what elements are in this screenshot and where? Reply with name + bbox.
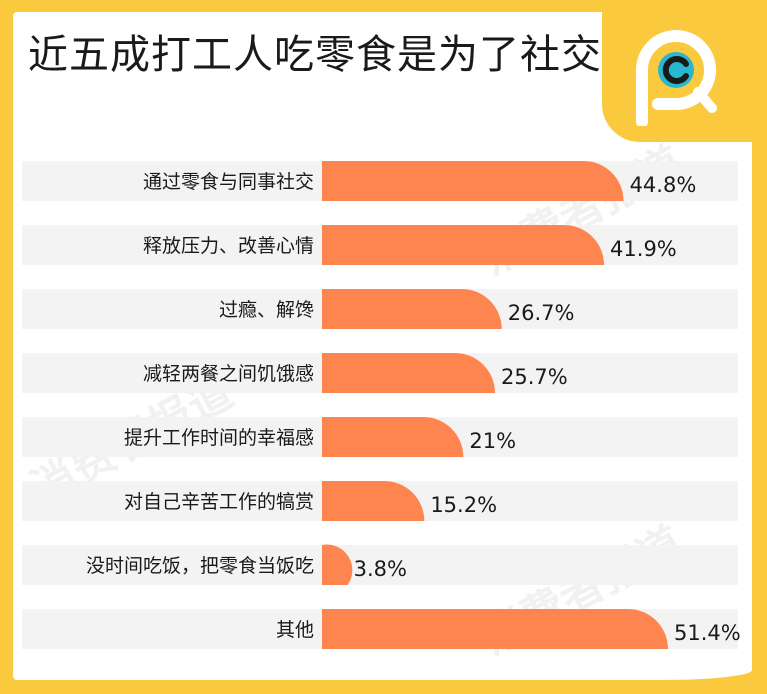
value-label: 15.2% — [430, 493, 497, 517]
value-label: 51.4% — [674, 621, 741, 645]
chart-title: 近五成打工人吃零食是为了社交 — [28, 32, 602, 78]
category-label: 没时间吃饭，把零食当饭吃 — [86, 555, 314, 577]
bar — [322, 225, 605, 265]
category-label: 其他 — [276, 619, 314, 641]
bar — [322, 544, 353, 585]
bar — [322, 161, 624, 201]
bar — [322, 353, 495, 393]
value-label: 25.7% — [501, 365, 568, 389]
bar — [322, 417, 464, 457]
bar — [322, 289, 502, 329]
value-label: 41.9% — [610, 237, 677, 261]
bar-track — [22, 545, 738, 585]
bar — [322, 481, 425, 521]
category-label: 减轻两餐之间饥饿感 — [143, 363, 314, 385]
value-label: 44.8% — [630, 173, 697, 197]
category-label: 提升工作时间的幸福感 — [124, 427, 314, 449]
category-label: 释放压力、改善心情 — [143, 235, 314, 257]
brand-logo-icon — [636, 30, 717, 126]
value-label: 21% — [469, 429, 516, 453]
category-label: 对自己辛苦工作的犒赏 — [124, 491, 314, 513]
value-label: 26.7% — [508, 301, 575, 325]
category-label: 过瘾、解馋 — [219, 299, 314, 321]
category-label: 通过零食与同事社交 — [143, 171, 314, 193]
value-label: 3.8% — [354, 557, 407, 581]
bar — [322, 609, 668, 649]
